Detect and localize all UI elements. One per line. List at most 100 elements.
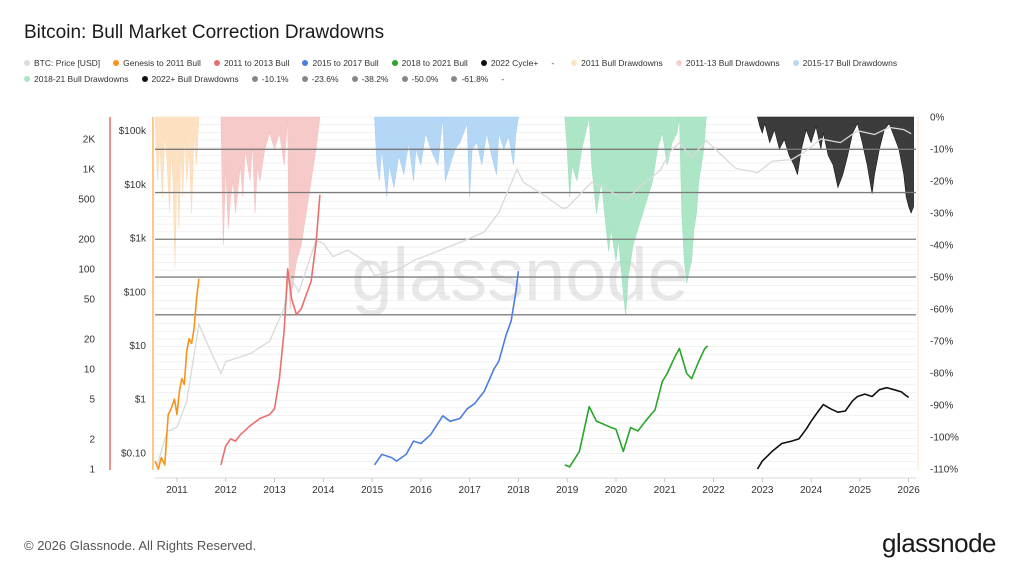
legend-label: -50.0% — [411, 74, 439, 84]
x-axis-tick-label: 2016 — [410, 485, 433, 496]
multiple-axis-tick-label: 20 — [84, 334, 96, 345]
x-axis-tick-label: 2025 — [849, 485, 872, 496]
legend-dash-marker: - — [551, 58, 555, 68]
legend-item[interactable]: 2022 Cycle+ — [480, 55, 539, 71]
legend-label: 2011 Bull Drawdowns — [581, 58, 663, 68]
x-axis-tick-label: 2022 — [702, 485, 725, 496]
multiple-axis-tick-label: 2K — [83, 134, 96, 145]
legend-label: 2011-13 Bull Drawdowns — [685, 58, 780, 68]
x-axis-tick-label: 2015 — [361, 485, 384, 496]
price-axis-tick-label: $10k — [124, 180, 147, 191]
multiple-axis-tick-label: 5 — [89, 395, 95, 406]
watermark: glassnode — [351, 233, 688, 316]
drawdown-axis-tick-label: -100% — [930, 433, 959, 444]
bull-series-line — [154, 278, 200, 470]
x-axis-tick-label: 2023 — [751, 485, 774, 496]
legend-item[interactable]: - — [501, 71, 508, 87]
drawdown-axis-tick-label: -50% — [930, 273, 953, 284]
legend-item[interactable]: -38.2% — [351, 71, 389, 87]
legend-dot-marker — [675, 60, 682, 66]
legend-dot-marker — [24, 76, 30, 82]
legend-label: 2011 to 2013 Bull — [223, 58, 290, 68]
legend-label: BTC: Price [USD] — [34, 58, 101, 68]
legend-item[interactable]: 2011 to 2013 Bull — [213, 55, 290, 71]
legend-item[interactable]: -23.6% — [301, 71, 339, 87]
drawdown-area — [757, 116, 914, 214]
x-axis-tick-label: 2020 — [605, 485, 628, 496]
multiple-axis-tick-label: 1 — [89, 465, 95, 476]
drawdown-axis-tick-label: -20% — [930, 177, 953, 188]
legend-dot-marker — [480, 60, 487, 66]
legend-dot-marker — [401, 76, 408, 82]
x-axis-tick-label: 2011 — [166, 485, 188, 496]
multiple-axis-tick-label: 10 — [84, 364, 96, 375]
legend-item[interactable]: 2011-13 Bull Drawdowns — [675, 55, 780, 71]
drawdown-area — [220, 116, 321, 310]
x-axis-tick-label: 2014 — [312, 485, 335, 496]
legend-item[interactable]: BTC: Price [USD] — [24, 55, 100, 71]
x-axis-tick-label: 2026 — [898, 485, 921, 496]
legend-label: 2022 Cycle+ — [490, 58, 539, 68]
drawdown-axis-tick-label: -80% — [930, 369, 953, 380]
legend-item[interactable]: 2015 to 2017 Bull — [302, 55, 379, 71]
glassnode-logo: glassnode — [881, 528, 997, 558]
multiple-axis-tick-label: 2 — [89, 434, 95, 445]
multiple-axis-tick-label: 200 — [78, 234, 95, 245]
multiple-axis-tick-label: 1K — [83, 164, 96, 175]
legend-label: 2018 to 2021 Bull — [401, 58, 468, 68]
price-axis-tick-label: $1 — [135, 395, 147, 406]
legend-dot-marker — [24, 60, 30, 66]
x-axis-tick-label: 2012 — [215, 485, 238, 496]
legend-label: -23.6% — [311, 74, 339, 84]
fib-level-lines — [155, 148, 916, 316]
bull-series-line — [373, 271, 520, 466]
legend-dot-marker — [113, 60, 120, 66]
legend-dot-marker — [792, 60, 799, 66]
legend-dot-marker — [302, 60, 309, 66]
legend-dash-marker: - — [501, 74, 505, 84]
legend-dot-marker — [571, 60, 578, 66]
legend-dot-marker — [351, 76, 358, 82]
copyright-footer: © 2026 Glassnode. All Rights Reserved. — [24, 538, 257, 553]
legend-label: 2015-17 Bull Drawdowns — [802, 58, 898, 68]
bull-series-line — [756, 386, 910, 470]
legend-dot-marker — [213, 60, 220, 66]
btc-price-line — [156, 126, 912, 465]
drawdown-areas — [154, 116, 914, 316]
drawdown-axis-tick-label: -60% — [930, 305, 953, 316]
legend-label: 2022+ Bull Drawdowns — [151, 74, 239, 84]
drawdown-axis-tick-label: -10% — [930, 145, 953, 156]
legend-item[interactable]: -50.0% — [401, 71, 439, 87]
chart-title: Bitcoin: Bull Market Correction Drawdown… — [24, 22, 385, 43]
legend-dot-marker — [451, 76, 458, 82]
legend-label: -61.8% — [461, 74, 489, 84]
multiple-axis-tick-label: 50 — [84, 295, 96, 306]
bull-series-line — [220, 194, 321, 466]
x-axis-tick-label: 2017 — [459, 485, 482, 496]
legend-item[interactable]: Genesis to 2011 Bull — [113, 55, 201, 71]
legend-label: 2018-21 Bull Drawdowns — [34, 74, 129, 84]
legend-item[interactable]: 2018 to 2021 Bull — [391, 55, 468, 71]
chart-axes: 1 2 5 10 20 50 100 200 500 1K 2K $0.10 $1 $10 $100 $1k $… — [78, 113, 959, 497]
x-axis-tick-label: 2018 — [507, 485, 530, 496]
legend-item[interactable]: - — [551, 55, 558, 71]
legend-item[interactable]: 2015-17 Bull Drawdowns — [792, 55, 898, 71]
drawdown-axis-tick-label: 0% — [930, 113, 945, 124]
drawdown-area — [374, 116, 519, 198]
legend-item[interactable]: -10.1% — [251, 71, 289, 87]
legend-item[interactable]: 2022+ Bull Drawdowns — [141, 71, 239, 87]
legend-dot-marker — [391, 60, 398, 66]
drawdown-axis-tick-label: -110% — [930, 465, 958, 476]
drawdown-axis-tick-label: -40% — [930, 241, 953, 252]
legend-dot-marker — [251, 76, 258, 82]
legend-item[interactable]: -61.8% — [451, 71, 488, 87]
drawdown-area — [154, 116, 200, 268]
legend-item[interactable]: 2011 Bull Drawdowns — [571, 55, 663, 71]
legend-label: -10.1% — [261, 74, 289, 84]
multiple-axis-tick-label: 100 — [78, 264, 95, 275]
legend-item[interactable]: 2018-21 Bull Drawdowns — [24, 71, 129, 87]
drawdown-axis-tick-label: -70% — [930, 337, 953, 348]
legend-dot-marker — [301, 76, 308, 82]
bull-cycle-lines — [154, 194, 910, 470]
